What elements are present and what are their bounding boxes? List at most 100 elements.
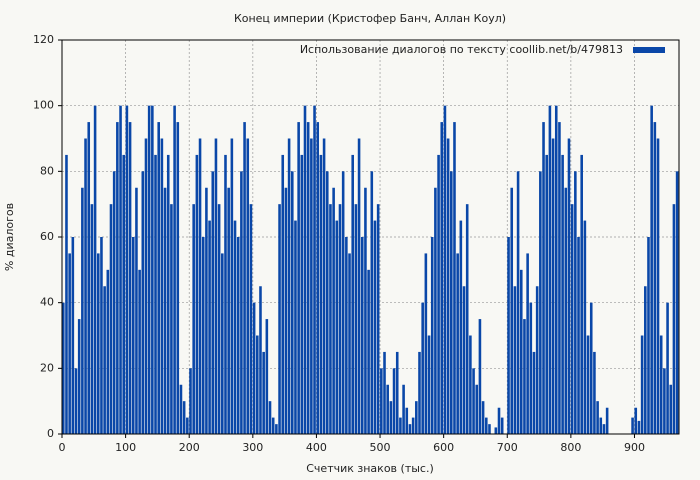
y-tick-label: 120 bbox=[33, 33, 54, 46]
bar bbox=[87, 122, 91, 434]
bar bbox=[81, 187, 84, 434]
bar bbox=[90, 204, 94, 434]
bar bbox=[160, 138, 164, 434]
bar bbox=[599, 417, 603, 434]
bar bbox=[647, 237, 650, 434]
bar bbox=[402, 384, 405, 434]
bar bbox=[322, 138, 326, 434]
bar bbox=[195, 154, 199, 434]
bar bbox=[182, 401, 186, 434]
plot-frame bbox=[61, 39, 680, 435]
bar bbox=[198, 138, 202, 434]
bar bbox=[644, 286, 647, 434]
bar bbox=[430, 237, 434, 434]
bar bbox=[469, 335, 472, 434]
bar bbox=[122, 154, 126, 434]
bar bbox=[666, 302, 669, 434]
bar bbox=[443, 105, 447, 435]
bar bbox=[221, 253, 224, 434]
bar bbox=[278, 204, 281, 434]
bar bbox=[271, 417, 275, 434]
bar bbox=[386, 384, 389, 434]
bar bbox=[310, 138, 313, 434]
bar bbox=[663, 368, 666, 434]
bar bbox=[593, 351, 596, 434]
bar bbox=[364, 187, 367, 434]
x-tick-label: 400 bbox=[306, 441, 327, 454]
bar bbox=[186, 417, 189, 434]
bar bbox=[574, 171, 577, 435]
bar bbox=[516, 171, 520, 435]
bar bbox=[281, 154, 285, 434]
bar bbox=[459, 220, 463, 434]
bar bbox=[542, 122, 545, 434]
bar bbox=[513, 286, 517, 434]
bar bbox=[631, 417, 634, 434]
bar bbox=[131, 237, 135, 434]
bar bbox=[300, 154, 304, 434]
bar bbox=[462, 286, 466, 434]
bar bbox=[640, 335, 644, 434]
bar bbox=[103, 286, 106, 434]
bar bbox=[373, 220, 377, 434]
y-tick-label: 100 bbox=[33, 99, 54, 112]
bar bbox=[335, 220, 339, 434]
bar bbox=[338, 204, 342, 434]
bar bbox=[189, 368, 192, 434]
legend-swatch bbox=[633, 47, 665, 53]
y-tick-label: 20 bbox=[40, 361, 54, 374]
bar bbox=[484, 417, 488, 434]
bar bbox=[446, 138, 450, 434]
bar bbox=[275, 424, 278, 434]
bar bbox=[157, 122, 160, 434]
bar bbox=[354, 204, 358, 434]
bar bbox=[348, 253, 351, 434]
bar bbox=[100, 237, 103, 434]
bar bbox=[240, 171, 243, 435]
bar bbox=[233, 220, 237, 434]
bar bbox=[173, 105, 176, 435]
chart-title: Конец империи (Кристофер Банч, Аллан Коу… bbox=[234, 12, 506, 25]
x-axis-label: Счетчик знаков (тыс.) bbox=[306, 462, 434, 475]
bar bbox=[128, 122, 132, 434]
bar bbox=[418, 351, 421, 434]
bar bbox=[399, 417, 402, 434]
x-tick-label: 800 bbox=[560, 441, 581, 454]
bar bbox=[147, 105, 151, 435]
bar bbox=[306, 122, 310, 434]
bar bbox=[672, 204, 676, 434]
bar bbox=[405, 407, 409, 434]
bar bbox=[427, 335, 431, 434]
bar bbox=[376, 204, 380, 434]
bar bbox=[456, 253, 459, 434]
bar bbox=[74, 368, 78, 434]
bar bbox=[259, 286, 262, 434]
bar bbox=[659, 335, 663, 434]
bar bbox=[481, 401, 485, 434]
x-tick-label: 600 bbox=[433, 441, 454, 454]
bar bbox=[125, 105, 129, 435]
bar bbox=[287, 138, 291, 434]
bar bbox=[262, 351, 265, 434]
bar bbox=[227, 187, 230, 434]
bar bbox=[367, 269, 370, 434]
bar bbox=[265, 319, 269, 434]
bar bbox=[65, 154, 68, 434]
bar bbox=[332, 187, 335, 434]
bar bbox=[294, 220, 297, 434]
bar bbox=[395, 351, 399, 434]
bar bbox=[252, 302, 256, 434]
bar bbox=[653, 122, 657, 434]
bar bbox=[421, 302, 424, 434]
bar bbox=[62, 302, 65, 434]
bar bbox=[370, 171, 374, 435]
y-tick-label: 80 bbox=[40, 164, 54, 177]
bar bbox=[109, 204, 113, 434]
bar bbox=[151, 105, 154, 435]
bar bbox=[214, 138, 218, 434]
bar bbox=[357, 138, 361, 434]
bar bbox=[141, 171, 145, 435]
bar bbox=[166, 154, 170, 434]
bar bbox=[596, 401, 599, 434]
bar bbox=[230, 138, 234, 434]
